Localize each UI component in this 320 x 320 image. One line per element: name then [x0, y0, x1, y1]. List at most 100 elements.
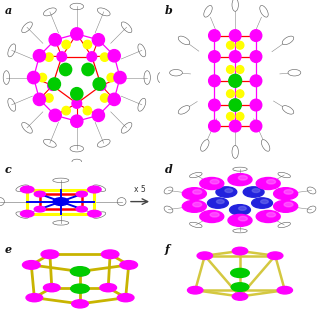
Text: x 5: x 5 [134, 185, 146, 194]
Circle shape [87, 52, 97, 61]
Circle shape [250, 120, 262, 132]
Circle shape [44, 284, 60, 292]
Circle shape [57, 52, 67, 61]
Circle shape [45, 53, 53, 61]
Circle shape [200, 211, 224, 222]
Circle shape [45, 94, 53, 102]
Circle shape [200, 178, 224, 189]
Circle shape [83, 40, 92, 49]
Circle shape [33, 50, 45, 62]
Circle shape [26, 293, 43, 302]
Circle shape [34, 191, 45, 197]
Text: b: b [165, 5, 172, 16]
Circle shape [268, 252, 283, 260]
Circle shape [229, 30, 241, 41]
Circle shape [209, 51, 220, 62]
Circle shape [188, 286, 203, 294]
Circle shape [193, 202, 202, 207]
Circle shape [53, 198, 68, 205]
Circle shape [239, 206, 246, 210]
Circle shape [260, 200, 268, 204]
Circle shape [227, 66, 234, 73]
Circle shape [71, 115, 83, 127]
Circle shape [209, 75, 220, 87]
Circle shape [88, 186, 101, 193]
Circle shape [100, 94, 109, 102]
Circle shape [210, 212, 219, 217]
Circle shape [72, 99, 82, 108]
Circle shape [256, 211, 280, 222]
Circle shape [210, 180, 219, 184]
Circle shape [209, 99, 220, 111]
Circle shape [228, 214, 252, 227]
Circle shape [49, 34, 61, 46]
Circle shape [100, 284, 116, 292]
Circle shape [100, 53, 109, 61]
Circle shape [41, 250, 59, 259]
Circle shape [230, 205, 251, 215]
Circle shape [236, 90, 244, 98]
Circle shape [231, 268, 249, 277]
Circle shape [93, 78, 105, 90]
Circle shape [108, 93, 120, 106]
Circle shape [256, 178, 280, 189]
Circle shape [236, 66, 244, 73]
Circle shape [229, 75, 241, 87]
Text: f: f [165, 244, 170, 255]
Circle shape [38, 73, 47, 82]
Text: e: e [5, 244, 12, 255]
Circle shape [48, 78, 60, 90]
Circle shape [182, 200, 206, 212]
Circle shape [107, 73, 116, 82]
Text: c: c [5, 164, 12, 175]
Circle shape [108, 50, 120, 62]
Circle shape [208, 198, 228, 208]
Circle shape [284, 190, 293, 194]
Circle shape [34, 206, 45, 212]
Circle shape [229, 120, 241, 132]
Circle shape [267, 180, 276, 184]
Text: a: a [5, 5, 12, 16]
Circle shape [274, 200, 298, 212]
Circle shape [229, 51, 241, 62]
Circle shape [72, 300, 88, 308]
Circle shape [277, 286, 292, 294]
Circle shape [71, 88, 83, 100]
Circle shape [20, 210, 34, 217]
Circle shape [252, 198, 272, 208]
Circle shape [76, 191, 87, 197]
Circle shape [232, 293, 248, 300]
Circle shape [229, 74, 242, 87]
Circle shape [225, 189, 233, 193]
Circle shape [117, 293, 134, 302]
Circle shape [114, 71, 126, 84]
Circle shape [92, 34, 105, 46]
Circle shape [238, 176, 247, 180]
Circle shape [209, 120, 220, 132]
Circle shape [28, 71, 40, 84]
Circle shape [62, 40, 70, 49]
Circle shape [227, 41, 234, 49]
Circle shape [62, 107, 70, 115]
Circle shape [20, 186, 34, 193]
Circle shape [49, 109, 61, 122]
Circle shape [182, 188, 206, 200]
Circle shape [33, 93, 45, 106]
Circle shape [83, 107, 92, 115]
Circle shape [229, 99, 241, 111]
Circle shape [236, 41, 244, 49]
Circle shape [229, 99, 241, 111]
Circle shape [216, 187, 237, 197]
Circle shape [252, 189, 260, 193]
Circle shape [250, 30, 262, 41]
Circle shape [243, 187, 264, 197]
Circle shape [236, 112, 244, 120]
Circle shape [71, 28, 83, 40]
Circle shape [231, 283, 249, 292]
Circle shape [250, 51, 262, 62]
Circle shape [209, 30, 220, 41]
Circle shape [267, 212, 276, 217]
Text: d: d [165, 164, 172, 175]
Circle shape [250, 75, 262, 87]
Circle shape [227, 112, 234, 120]
